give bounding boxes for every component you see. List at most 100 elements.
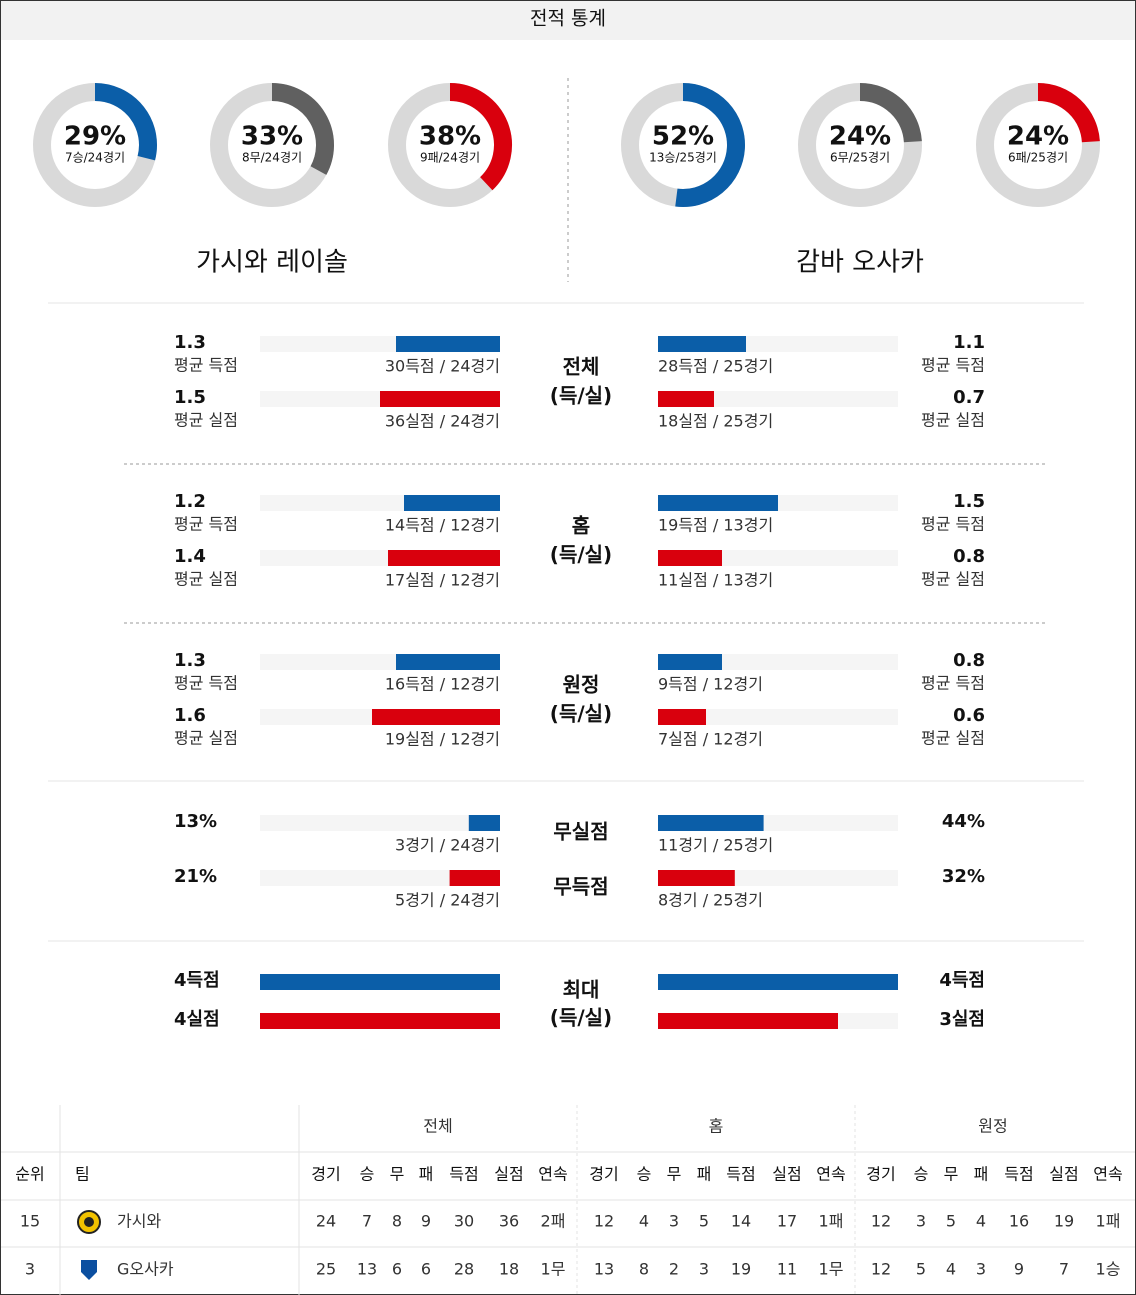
section-title: (득/실) <box>550 1006 612 1030</box>
table-group: 전체 <box>423 1117 452 1136</box>
bar <box>388 550 500 566</box>
bar <box>658 709 706 725</box>
stat-value: 0.7 <box>953 387 985 408</box>
stat-value: 4득점 <box>939 970 985 991</box>
stat-metric: 평균 실점 <box>921 570 985 589</box>
table-header: 경기 <box>311 1165 340 1184</box>
stat-detail: 7실점 / 12경기 <box>658 730 763 749</box>
table-cell: 1무 <box>819 1260 844 1279</box>
stat-detail: 30득점 / 24경기 <box>385 357 500 376</box>
stat-metric: 평균 실점 <box>921 729 985 748</box>
stat-value: 13% <box>174 811 217 832</box>
stat-detail: 8경기 / 25경기 <box>658 891 763 910</box>
section-title: 홈 <box>572 514 590 538</box>
header-bar <box>1 1 1135 40</box>
table-cell: G오사카 <box>117 1260 174 1279</box>
donut-arc <box>1037 83 1100 143</box>
bar <box>658 974 898 990</box>
section-title: (득/실) <box>550 384 612 408</box>
bar <box>396 336 500 352</box>
separators <box>48 302 1084 942</box>
stat-detail: 9득점 / 12경기 <box>658 675 763 694</box>
table-cell: 12 <box>871 1212 891 1231</box>
stat-value: 3실점 <box>939 1009 985 1030</box>
stat-value: 4득점 <box>174 970 220 991</box>
table-cell: 5 <box>699 1212 709 1231</box>
bar-track <box>658 709 898 725</box>
bar <box>658 1013 838 1029</box>
table-header: 승 <box>360 1165 375 1184</box>
table-cell: 13 <box>357 1260 377 1279</box>
bar-track <box>658 391 898 407</box>
table-cell: 7 <box>1059 1260 1069 1279</box>
table-group: 원정 <box>978 1117 1007 1136</box>
stat-metric: 평균 실점 <box>174 570 238 589</box>
donut-detail: 6패/25경기 <box>1008 151 1068 165</box>
table-cell: 16 <box>1009 1212 1029 1231</box>
table-cell: 3 <box>699 1260 709 1279</box>
table-cell: 1패 <box>819 1212 844 1231</box>
stat-value: 1.3 <box>174 332 206 353</box>
table-cell: 24 <box>316 1212 336 1231</box>
team-name: 감바 오사카 <box>796 248 924 278</box>
table-header: 연속 <box>1093 1165 1122 1184</box>
table-header: 무 <box>390 1165 405 1184</box>
bar <box>658 336 746 352</box>
bar <box>449 870 500 886</box>
table-cell: 25 <box>316 1260 336 1279</box>
donut-percent: 24% <box>1007 122 1069 152</box>
stat-value: 0.8 <box>953 650 985 671</box>
table-cell: 12 <box>871 1260 891 1279</box>
table-header: 연속 <box>538 1165 567 1184</box>
table-cell: 15 <box>20 1212 40 1231</box>
stat-metric: 평균 득점 <box>174 356 238 375</box>
table-cell: 2패 <box>541 1212 566 1231</box>
bar <box>658 870 735 886</box>
stat-metric: 평균 득점 <box>921 356 985 375</box>
table-cell: 가시와 <box>117 1212 161 1231</box>
table-cell: 11 <box>777 1260 797 1279</box>
table-header: 득점 <box>1004 1165 1033 1184</box>
bar <box>404 495 500 511</box>
donut-percent: 29% <box>64 122 126 152</box>
table-cell: 12 <box>594 1212 614 1231</box>
table-cell: 28 <box>454 1260 474 1279</box>
table-cell: 1승 <box>1096 1260 1121 1279</box>
donut-percent: 38% <box>419 122 481 152</box>
donut-arc <box>449 83 512 191</box>
table-cell: 18 <box>499 1260 519 1279</box>
stat-detail: 28득점 / 25경기 <box>658 357 773 376</box>
table-group: 홈 <box>709 1117 724 1136</box>
table-cell: 5 <box>946 1212 956 1231</box>
team-name: 가시와 레이솔 <box>196 248 348 278</box>
section-title: (득/실) <box>550 543 612 567</box>
table-cell: 1패 <box>1096 1212 1121 1231</box>
stat-detail: 11실점 / 13경기 <box>658 571 773 590</box>
section-title: (득/실) <box>550 702 612 726</box>
bar <box>658 550 722 566</box>
stat-detail: 19득점 / 13경기 <box>658 516 773 535</box>
table-header: 실점 <box>494 1165 523 1184</box>
stat-value: 1.5 <box>174 387 206 408</box>
header-title: 전적 통계 <box>530 8 606 30</box>
table-cell: 17 <box>777 1212 797 1231</box>
stat-metric: 평균 득점 <box>921 515 985 534</box>
table-cell: 19 <box>1054 1212 1074 1231</box>
stat-value: 1.5 <box>953 491 985 512</box>
table-header: 경기 <box>589 1165 618 1184</box>
donut-percent: 33% <box>241 122 303 152</box>
table-cell: 5 <box>916 1260 926 1279</box>
table-header: 승 <box>914 1165 929 1184</box>
row-label: 무실점 <box>553 820 608 844</box>
stat-detail: 5경기 / 24경기 <box>395 891 500 910</box>
section-title: 전체 <box>563 355 600 379</box>
table-header: 경기 <box>866 1165 895 1184</box>
table-lines <box>1 1105 1135 1295</box>
bar <box>260 974 500 990</box>
table-header: 무 <box>667 1165 682 1184</box>
table-cell: 7 <box>362 1212 372 1231</box>
stat-value: 32% <box>942 866 985 887</box>
stat-value: 1.4 <box>174 546 206 567</box>
donut-arc <box>859 83 922 143</box>
stat-metric: 평균 득점 <box>174 674 238 693</box>
